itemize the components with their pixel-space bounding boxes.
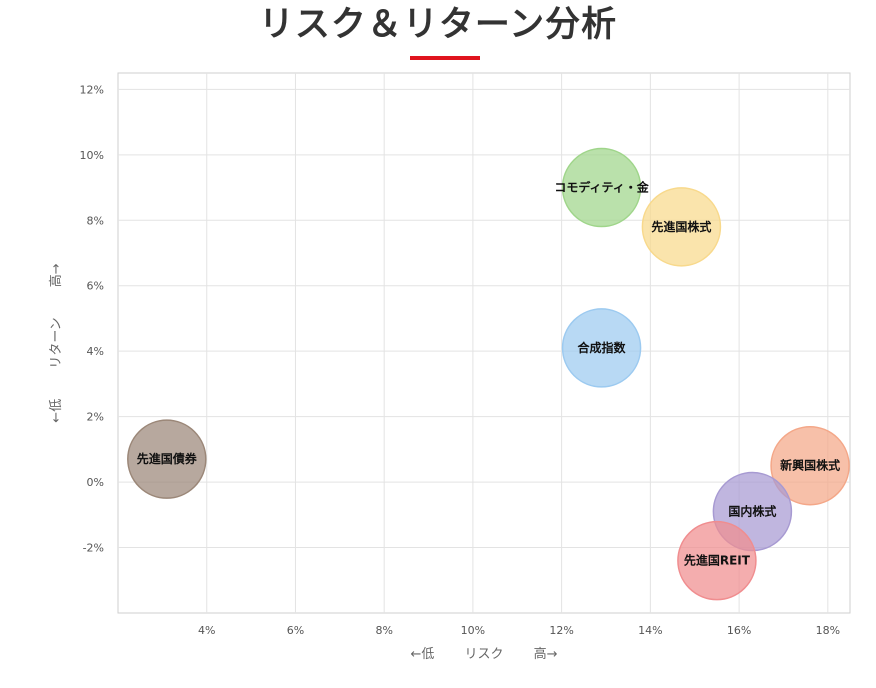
bubble-circle[interactable] [561, 308, 642, 388]
y-tick-label: -2% [83, 542, 104, 555]
y-tick-label: 2% [87, 411, 104, 424]
bubble-circle[interactable] [127, 419, 207, 499]
bubble-circle[interactable] [561, 147, 642, 228]
bubble-point[interactable]: 合成指数 [561, 308, 642, 388]
bubble-point[interactable]: 先進国株式 [641, 187, 722, 267]
x-axis-title: ←低 リスク 高→ [410, 646, 557, 662]
title-underline [410, 56, 480, 60]
bubble-point[interactable]: 新興国株式 [770, 425, 850, 506]
x-tick-label: 12% [549, 624, 573, 637]
y-tick-label: 4% [87, 345, 104, 358]
bubble-circle[interactable] [677, 520, 757, 601]
bubble-circle[interactable] [770, 425, 850, 506]
bubble-label: 先進国株式 [651, 219, 711, 234]
x-tick-label: 16% [727, 624, 751, 637]
bubble-point[interactable]: 先進国債券 [127, 419, 207, 499]
y-tick-label: 8% [87, 214, 104, 227]
y-axis-title: ←低 リターン 高→ [48, 263, 64, 423]
y-tick-label: 6% [87, 280, 104, 293]
bubble-label: 合成指数 [578, 340, 627, 355]
bubble-label: 新興国株式 [780, 458, 840, 473]
x-axis-ticks: 4% 6% 8% 10% 12% 14% 16% 18% [198, 624, 840, 637]
bubble-point[interactable]: コモディティ・金 [554, 147, 650, 228]
y-tick-label: 10% [80, 149, 104, 162]
y-tick-label: 12% [80, 83, 104, 96]
x-tick-label: 18% [816, 624, 840, 637]
bubble-circle[interactable] [641, 187, 722, 267]
x-tick-label: 4% [198, 624, 215, 637]
bubble-label: コモディティ・金 [554, 180, 649, 195]
bubble-label: 先進国債券 [137, 451, 198, 466]
x-tick-label: 6% [287, 624, 304, 637]
y-tick-label: 0% [87, 476, 104, 489]
bubble-label: 先進国REIT [684, 553, 751, 568]
x-tick-label: 8% [375, 624, 392, 637]
bubble-label: 国内株式 [728, 504, 776, 519]
page-title: リスク＆リターン分析 [258, 5, 618, 45]
y-axis-ticks: -2% 0% 2% 4% 6% 8% 10% 12% [80, 83, 104, 554]
x-tick-label: 10% [461, 624, 485, 637]
x-tick-label: 14% [638, 624, 662, 637]
bubble-point[interactable]: 先進国REIT [677, 520, 757, 601]
